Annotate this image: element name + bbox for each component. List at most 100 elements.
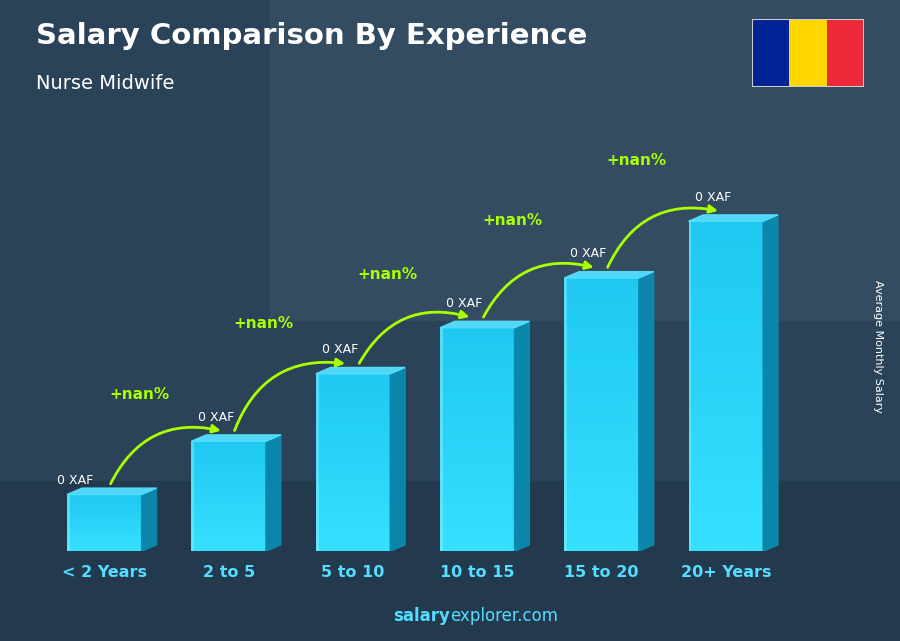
Bar: [688, 430, 763, 441]
Bar: [68, 496, 141, 498]
Bar: [192, 533, 266, 537]
Bar: [440, 328, 515, 335]
Bar: [688, 342, 763, 353]
Bar: [440, 477, 515, 484]
Bar: [440, 358, 515, 365]
Bar: [316, 540, 391, 545]
Bar: [192, 489, 266, 492]
Bar: [192, 529, 266, 533]
Bar: [68, 529, 141, 531]
Text: 0 XAF: 0 XAF: [695, 190, 731, 204]
Bar: [316, 421, 391, 427]
Bar: [564, 278, 639, 287]
Bar: [68, 494, 141, 496]
Bar: [564, 305, 639, 315]
Bar: [192, 547, 266, 551]
Text: +nan%: +nan%: [109, 387, 169, 403]
Bar: [688, 298, 763, 309]
Bar: [192, 463, 266, 467]
Bar: [688, 309, 763, 320]
Bar: [440, 424, 515, 432]
Bar: [440, 387, 515, 395]
Bar: [192, 496, 266, 500]
Bar: [440, 417, 515, 424]
Bar: [564, 460, 639, 469]
Bar: [316, 487, 391, 492]
Bar: [316, 374, 391, 379]
Bar: [68, 506, 141, 508]
Bar: [68, 494, 70, 551]
Bar: [192, 441, 266, 445]
Bar: [270, 0, 900, 320]
Bar: [68, 500, 141, 502]
Bar: [440, 432, 515, 440]
Bar: [688, 519, 763, 529]
Bar: [316, 386, 391, 392]
Bar: [192, 537, 266, 540]
Bar: [316, 397, 391, 403]
Text: 0 XAF: 0 XAF: [446, 297, 482, 310]
Text: salary: salary: [393, 607, 450, 625]
Bar: [440, 514, 515, 522]
Bar: [68, 534, 141, 536]
Bar: [192, 445, 266, 449]
Bar: [68, 536, 141, 538]
Bar: [68, 519, 141, 521]
Bar: [564, 296, 639, 305]
Bar: [68, 540, 141, 542]
Bar: [68, 532, 141, 534]
Polygon shape: [639, 272, 653, 551]
Bar: [316, 451, 391, 456]
Bar: [68, 523, 141, 525]
Bar: [192, 441, 194, 551]
Bar: [192, 485, 266, 489]
Bar: [564, 315, 639, 324]
Text: 0 XAF: 0 XAF: [322, 344, 358, 356]
Bar: [192, 515, 266, 519]
Bar: [440, 462, 515, 469]
Text: 0 XAF: 0 XAF: [198, 411, 234, 424]
Bar: [688, 276, 763, 287]
Polygon shape: [141, 488, 157, 551]
Bar: [316, 474, 391, 480]
Bar: [688, 353, 763, 364]
Bar: [688, 221, 763, 232]
Bar: [440, 492, 515, 499]
Bar: [564, 324, 639, 333]
Bar: [440, 335, 515, 342]
Bar: [316, 379, 391, 386]
Bar: [688, 474, 763, 485]
Bar: [316, 522, 391, 528]
Bar: [688, 453, 763, 463]
Bar: [440, 372, 515, 380]
Bar: [316, 469, 391, 474]
Bar: [688, 265, 763, 276]
Bar: [68, 521, 141, 523]
Bar: [564, 515, 639, 524]
Bar: [564, 351, 639, 360]
Bar: [688, 287, 763, 298]
Bar: [316, 492, 391, 498]
Bar: [564, 278, 567, 551]
Bar: [192, 540, 266, 544]
Bar: [688, 364, 763, 375]
Bar: [192, 460, 266, 463]
Text: 0 XAF: 0 XAF: [571, 247, 607, 260]
Bar: [316, 374, 319, 551]
Bar: [0, 481, 900, 641]
Bar: [192, 467, 266, 470]
Bar: [688, 419, 763, 430]
Bar: [688, 441, 763, 453]
Bar: [440, 365, 515, 372]
Bar: [440, 499, 515, 506]
Bar: [688, 529, 763, 540]
Bar: [316, 392, 391, 397]
Bar: [68, 508, 141, 510]
Bar: [192, 449, 266, 453]
Bar: [316, 439, 391, 445]
Bar: [316, 545, 391, 551]
Bar: [564, 469, 639, 478]
Polygon shape: [763, 215, 778, 551]
Bar: [564, 488, 639, 497]
Polygon shape: [515, 321, 529, 551]
